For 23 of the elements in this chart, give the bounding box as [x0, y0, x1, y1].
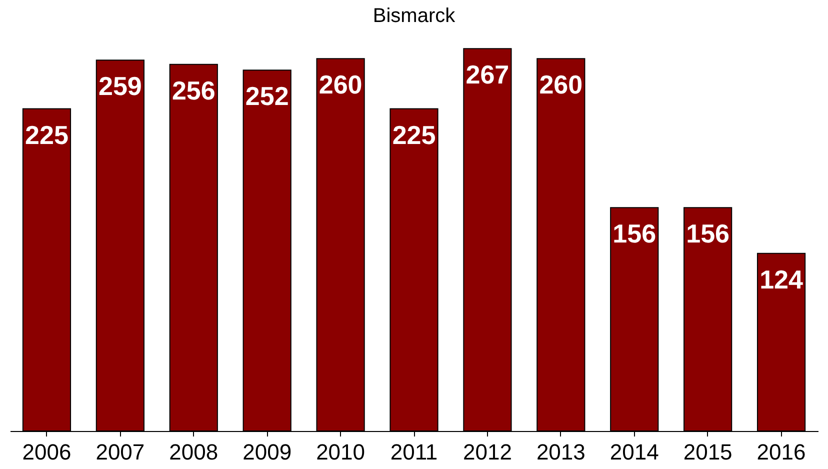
data-label: 124 [760, 264, 804, 294]
x-tick-label: 2008 [169, 440, 218, 464]
data-label: 252 [245, 81, 289, 112]
data-label: 256 [172, 75, 216, 106]
data-label: 225 [25, 120, 68, 150]
x-tick-label: 2016 [756, 440, 806, 464]
data-label: 260 [318, 70, 362, 100]
data-label: 260 [539, 70, 583, 100]
x-tick-label: 2010 [316, 440, 366, 464]
x-tick-label: 2007 [96, 440, 145, 464]
x-tick-label: 2012 [462, 440, 512, 464]
x-tick-label: 2006 [22, 440, 72, 464]
data-label: 259 [98, 71, 142, 102]
x-tick-label: 2009 [242, 440, 292, 464]
chart-title: Bismarck [372, 5, 456, 27]
x-tick-label: 2014 [610, 440, 659, 464]
data-label: 156 [612, 218, 656, 249]
x-tick-label: 2013 [536, 440, 586, 464]
data-label: 267 [466, 60, 510, 90]
x-tick-label: 2015 [683, 440, 732, 464]
data-label: 225 [392, 120, 436, 150]
x-tick-label: 2011 [390, 440, 438, 464]
data-label: 156 [686, 218, 730, 249]
